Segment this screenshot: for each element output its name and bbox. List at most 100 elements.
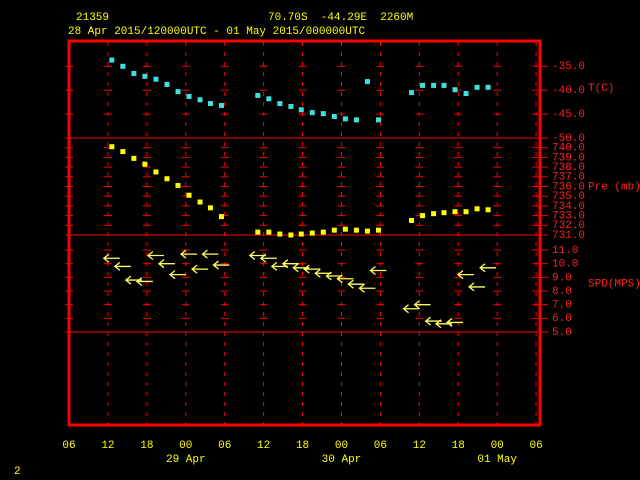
- date-label: 29 Apr: [166, 454, 206, 466]
- data-point: [277, 231, 283, 237]
- wind-arrow: [457, 270, 475, 280]
- data-point: [485, 207, 491, 213]
- data-point: [131, 155, 137, 161]
- data-point: [420, 82, 426, 88]
- location: 70.70S -44.29E 2260M: [268, 12, 413, 24]
- y-tick-label: 7.0: [552, 300, 572, 312]
- data-point: [142, 161, 148, 167]
- wind-arrow: [135, 276, 153, 286]
- y-axis-label: SPD(MPS): [588, 278, 640, 290]
- data-point: [320, 229, 326, 235]
- y-tick-label: -45.0: [552, 109, 585, 121]
- station-id: 21359: [76, 12, 109, 24]
- data-point: [266, 229, 272, 235]
- page-number: 2: [14, 466, 21, 478]
- data-point: [320, 111, 326, 117]
- y-tick-label: 735.0: [552, 191, 585, 203]
- data-point: [288, 103, 294, 109]
- y-tick-label: 740.0: [552, 143, 585, 155]
- data-point: [298, 107, 304, 113]
- data-point: [109, 57, 115, 63]
- data-point: [164, 176, 170, 182]
- x-tick-label: 06: [62, 440, 75, 452]
- date-label: 30 Apr: [322, 454, 362, 466]
- data-point: [120, 149, 126, 155]
- data-point: [463, 91, 469, 97]
- data-point: [441, 82, 447, 88]
- wind-arrow: [445, 317, 464, 327]
- data-point: [309, 110, 315, 116]
- y-tick-label: -40.0: [552, 85, 585, 97]
- data-point: [175, 183, 181, 189]
- data-point: [309, 230, 315, 236]
- x-tick-label: 00: [179, 440, 192, 452]
- data-point: [120, 63, 126, 69]
- y-axis-label: Pre (mb): [588, 181, 640, 193]
- data-point: [197, 97, 203, 103]
- y-tick-label: 6.0: [552, 313, 572, 325]
- y-tick-label: 9.0: [552, 272, 572, 284]
- data-point: [375, 227, 381, 233]
- data-point: [218, 214, 224, 220]
- y-tick-label: 737.0: [552, 172, 585, 184]
- data-point: [288, 232, 294, 238]
- data-point: [463, 209, 469, 215]
- y-axis-label: T(C): [588, 83, 614, 95]
- data-point: [353, 117, 359, 123]
- data-point: [109, 144, 115, 150]
- wind-arrow: [259, 253, 277, 263]
- data-point: [142, 73, 148, 79]
- x-tick-label: 06: [218, 440, 231, 452]
- data-point: [452, 87, 458, 93]
- wind-arrow: [402, 304, 420, 314]
- y-tick-label: 731.0: [552, 230, 585, 242]
- data-point: [441, 210, 447, 216]
- data-point: [375, 117, 381, 123]
- y-tick-label: 734.0: [552, 201, 585, 213]
- frame: [67, 39, 542, 427]
- y-tick-label: 5.0: [552, 327, 572, 339]
- wind-arrow: [146, 250, 164, 261]
- y-tick-label: 732.0: [552, 220, 585, 232]
- data-point: [331, 227, 337, 233]
- wind-arrow: [102, 253, 120, 263]
- wind-arrow: [347, 279, 365, 289]
- wind-arrow: [191, 264, 209, 274]
- y-tick-label: -35.0: [552, 61, 585, 73]
- data-point: [409, 217, 415, 223]
- x-tick-label: 00: [335, 440, 348, 452]
- data-point: [452, 209, 458, 215]
- wind-arrow: [325, 271, 343, 281]
- data-point: [153, 76, 159, 82]
- y-tick-label: 733.0: [552, 211, 585, 223]
- data-point: [255, 92, 261, 98]
- wind-arrow: [303, 264, 321, 274]
- data-point: [420, 213, 426, 219]
- y-tick-label: 10.0: [552, 259, 578, 271]
- data-point: [431, 211, 437, 217]
- y-tick-label: 8.0: [552, 286, 572, 298]
- wind-arrow: [212, 260, 230, 270]
- wind-arrow: [270, 261, 288, 271]
- x-tick-label: 06: [530, 440, 543, 452]
- wind-arrow: [248, 250, 266, 261]
- y-tick-label: 739.0: [552, 152, 585, 164]
- data-point: [277, 101, 283, 107]
- data-point: [364, 79, 370, 85]
- wind-arrow: [336, 274, 354, 284]
- data-point: [255, 229, 261, 235]
- data-point: [485, 84, 491, 90]
- data-point: [364, 228, 370, 234]
- data-point: [164, 81, 170, 87]
- wind-arrow: [168, 270, 186, 280]
- data-point: [331, 113, 337, 119]
- wind-arrow: [281, 259, 299, 269]
- y-tick-label: -50.0: [552, 133, 585, 145]
- data-point: [431, 82, 437, 88]
- y-tick-label: 736.0: [552, 181, 585, 193]
- y-tick-label: 738.0: [552, 162, 585, 174]
- x-tick-label: 00: [491, 440, 504, 452]
- data-point: [207, 205, 213, 211]
- x-tick-label: 18: [140, 440, 153, 452]
